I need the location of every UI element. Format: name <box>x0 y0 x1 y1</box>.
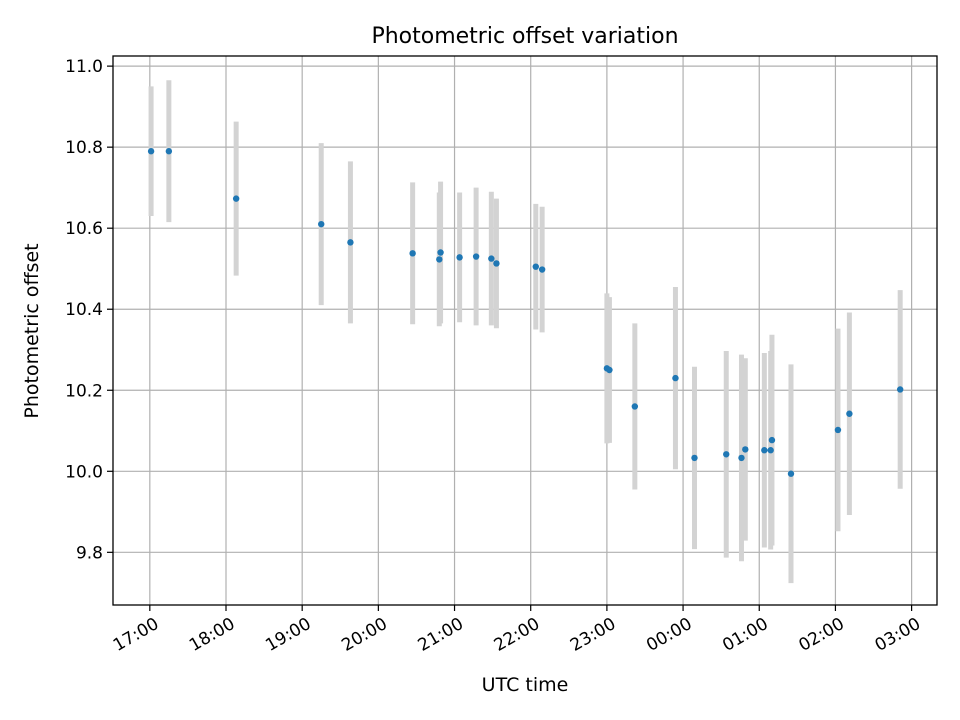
data-point <box>738 454 745 462</box>
data-point <box>165 148 173 155</box>
y-tick-label: 10.4 <box>65 300 103 320</box>
data-point <box>232 195 240 202</box>
data-point <box>742 446 749 453</box>
data-point <box>606 366 613 374</box>
y-tick-label: 10.2 <box>65 381 103 401</box>
data-point <box>896 386 904 393</box>
y-tick-label: 11.0 <box>65 57 103 77</box>
chart-title: Photometric offset variation <box>371 24 678 49</box>
data-points <box>147 148 904 477</box>
data-point <box>436 256 443 263</box>
data-point <box>846 410 853 417</box>
data-point <box>672 374 679 382</box>
y-tick-label: 10.0 <box>65 462 103 482</box>
plot-frame <box>112 55 938 606</box>
data-point <box>532 263 539 270</box>
data-point <box>493 260 500 267</box>
data-point <box>488 255 495 262</box>
data-point <box>456 254 463 261</box>
data-point <box>761 447 768 454</box>
data-point <box>767 447 774 454</box>
data-point <box>538 266 546 273</box>
data-point <box>631 403 639 410</box>
y-tick-label: 10.6 <box>65 219 103 239</box>
y-tick-label: 9.8 <box>76 543 103 563</box>
y-tick-label: 10.8 <box>65 138 103 158</box>
data-point <box>723 451 730 458</box>
y-axis-ticks: 9.8 10.0 10.2 10.4 10.6 10.8 11.0 <box>65 57 113 563</box>
data-point <box>409 250 416 257</box>
data-point <box>787 470 795 477</box>
data-point <box>147 148 155 155</box>
data-point <box>347 239 354 246</box>
data-point <box>437 249 444 256</box>
data-point <box>318 220 325 228</box>
data-point <box>691 454 698 462</box>
data-point <box>472 253 480 260</box>
data-point <box>768 436 776 444</box>
data-point <box>834 426 842 434</box>
y-axis-label: Photometric offset <box>21 243 43 418</box>
x-axis-label: UTC time <box>482 674 569 696</box>
